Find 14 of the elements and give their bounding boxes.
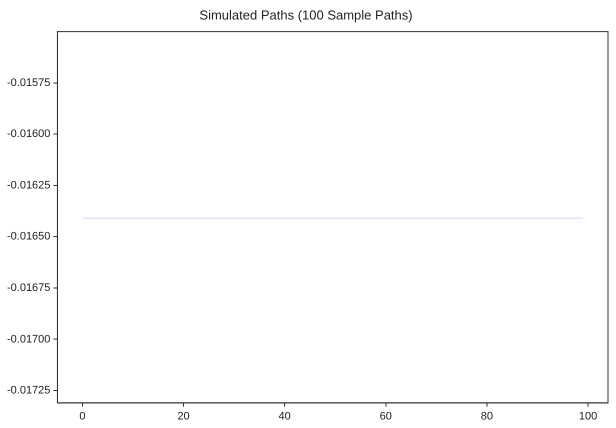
y-tick-label: -0.01675 <box>6 282 50 294</box>
y-tick-label: -0.01700 <box>6 333 50 346</box>
y-tick-label: -0.01650 <box>6 230 50 243</box>
y-tick-label: -0.01600 <box>6 128 50 140</box>
x-tick-label: 0 <box>79 410 86 422</box>
y-tick-label: -0.01575 <box>6 76 50 89</box>
y-tick-label: -0.01725 <box>6 384 50 397</box>
x-tick-label: 60 <box>380 410 392 422</box>
y-tick-label: -0.01625 <box>6 179 50 192</box>
x-tick-label: 100 <box>578 410 598 422</box>
x-tick-label: 40 <box>278 410 291 422</box>
x-tick-label: 80 <box>480 410 494 422</box>
x-tick-label: 20 <box>177 410 190 422</box>
chart-title: Simulated Paths (100 Sample Paths) <box>199 7 413 22</box>
